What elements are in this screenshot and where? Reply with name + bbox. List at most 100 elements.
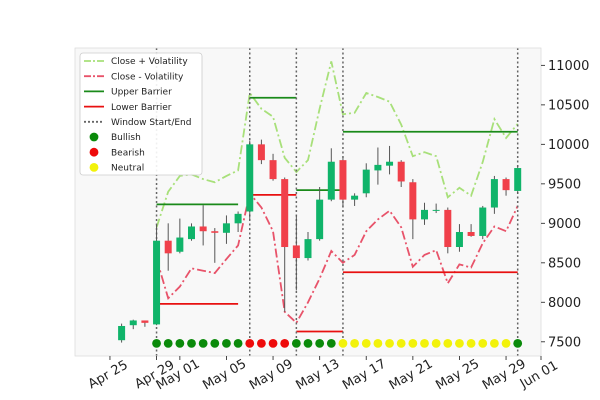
signal-marker-neutral xyxy=(478,338,488,348)
close-plus-volatility-line xyxy=(155,61,519,228)
signal-marker-neutral xyxy=(338,338,348,348)
y-tick-label: 11000 xyxy=(548,59,589,74)
candle-bullish xyxy=(222,223,230,233)
legend-marker xyxy=(89,132,99,142)
signal-marker-bullish xyxy=(163,338,173,348)
legend-label: Upper Barrier xyxy=(111,88,172,98)
legend-label: Close - Volatility xyxy=(111,72,184,82)
signal-markers xyxy=(152,338,523,348)
signal-marker-neutral xyxy=(455,338,464,348)
candle-bullish xyxy=(351,195,359,200)
x-tick-label: May 29 xyxy=(480,357,529,394)
legend-label: Bearish xyxy=(111,148,145,158)
signal-marker-neutral xyxy=(385,338,394,348)
candle-bearish xyxy=(409,182,417,220)
signal-marker-bearish xyxy=(268,338,278,348)
candle-bullish xyxy=(490,179,498,208)
signal-marker-neutral xyxy=(420,338,429,348)
volatility-bands xyxy=(155,61,519,325)
legend-label: Lower Barrier xyxy=(111,103,172,113)
candle-bullish xyxy=(327,161,335,200)
signal-marker-bullish xyxy=(175,338,185,348)
x-tick-label: May 13 xyxy=(294,357,343,394)
x-tick-label: Apr 25 xyxy=(86,358,131,393)
candle-bullish xyxy=(153,240,161,325)
candle-bullish xyxy=(362,169,370,194)
candle-bullish xyxy=(455,232,463,248)
x-tick-label: May 17 xyxy=(340,357,389,394)
candle-bullish xyxy=(234,213,242,224)
legend-label: Bullish xyxy=(111,133,141,143)
candle-bearish xyxy=(199,226,207,232)
x-tick-label: May 09 xyxy=(247,357,296,394)
y-axis: 7500 8000 8500 9000 9500 10000 10500 11000 xyxy=(541,59,589,350)
close-minus-volatility-line xyxy=(155,191,519,325)
signal-marker-neutral xyxy=(350,338,359,348)
y-tick-label: 9000 xyxy=(548,217,581,232)
candle-bearish xyxy=(292,245,300,259)
signal-marker-neutral xyxy=(501,338,511,348)
candle-bearish xyxy=(164,240,172,254)
signal-marker-bullish xyxy=(152,338,161,348)
signal-marker-bullish xyxy=(513,338,523,348)
candle-bearish xyxy=(141,320,149,323)
signal-marker-bullish xyxy=(198,338,208,348)
candle-bullish xyxy=(176,237,184,252)
signal-marker-neutral xyxy=(443,338,453,348)
legend-marker xyxy=(89,163,99,172)
signal-marker-bullish xyxy=(291,338,301,348)
x-tick-label: May 05 xyxy=(200,357,249,394)
signal-marker-bullish xyxy=(303,338,313,348)
legend-label: Window Start/End xyxy=(111,118,191,128)
candle-bullish xyxy=(479,207,487,236)
y-tick-label: 9500 xyxy=(548,177,581,192)
signal-marker-bearish xyxy=(280,338,290,348)
signal-marker-bullish xyxy=(233,338,243,348)
candle-bearish xyxy=(269,160,277,180)
signal-marker-bullish xyxy=(222,338,231,348)
candle-bullish xyxy=(118,325,126,341)
signal-marker-neutral xyxy=(431,338,441,348)
candle-bullish xyxy=(514,168,522,191)
y-tick-label: 10500 xyxy=(548,98,589,113)
candle-bearish xyxy=(339,160,347,200)
candle-bullish xyxy=(188,226,195,240)
candle-bullish xyxy=(129,320,137,326)
candle-bearish xyxy=(397,161,405,182)
legend: Close + Volatility Close - Volatility Uppe… xyxy=(79,52,203,176)
legend-label: Close + Volatility xyxy=(111,57,188,67)
signal-marker-neutral xyxy=(490,338,499,348)
candle-bullish xyxy=(316,199,324,240)
candle-bearish xyxy=(467,232,475,236)
barrier-lines xyxy=(156,96,518,333)
signal-marker-bullish xyxy=(315,338,325,348)
candle-bearish xyxy=(502,179,510,191)
legend-marker xyxy=(89,147,99,157)
signal-marker-neutral xyxy=(396,338,406,348)
candle-bearish xyxy=(211,231,219,233)
signal-marker-bullish xyxy=(326,338,336,348)
candle-bullish xyxy=(246,144,254,212)
candle-bearish xyxy=(444,209,452,248)
signal-marker-neutral xyxy=(361,338,371,348)
candles xyxy=(118,139,522,343)
y-tick-label: 7500 xyxy=(548,335,581,350)
signal-marker-neutral xyxy=(373,338,383,348)
x-tick-label: May 25 xyxy=(433,357,482,394)
candle-bullish xyxy=(421,209,428,220)
signal-marker-bearish xyxy=(245,338,255,348)
y-tick-label: 10000 xyxy=(548,138,589,153)
y-tick-label: 8500 xyxy=(548,256,581,271)
plot-frame xyxy=(74,47,542,357)
signal-marker-neutral xyxy=(408,338,418,348)
candle-bullish xyxy=(386,161,394,166)
legend-label: Neutral xyxy=(111,164,144,174)
candle-bearish xyxy=(281,179,289,248)
candle-bearish xyxy=(257,144,265,161)
signal-marker-neutral xyxy=(466,338,476,348)
signal-marker-bullish xyxy=(210,338,220,348)
legend-box xyxy=(79,52,203,176)
candle-bullish xyxy=(432,209,440,211)
